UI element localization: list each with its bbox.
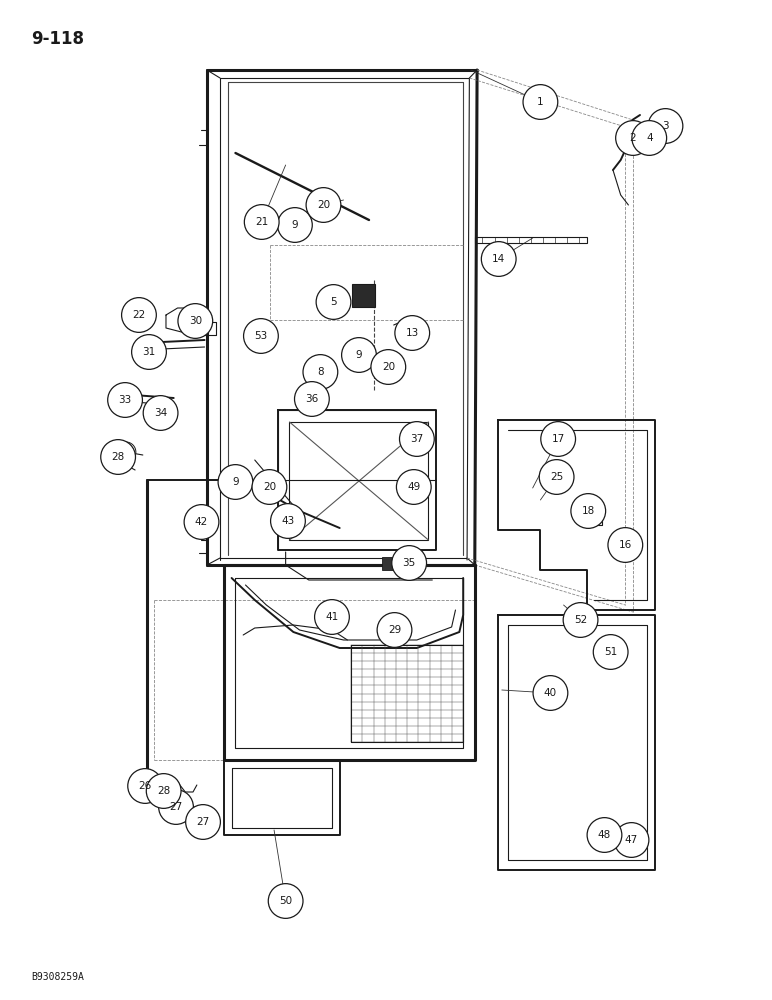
Circle shape — [648, 109, 682, 143]
Circle shape — [563, 603, 598, 637]
Text: 43: 43 — [281, 516, 295, 526]
Text: 21: 21 — [255, 217, 269, 227]
Text: 42: 42 — [195, 517, 208, 527]
Circle shape — [314, 600, 349, 634]
Circle shape — [593, 635, 628, 669]
Text: 29: 29 — [388, 625, 401, 635]
Circle shape — [252, 470, 286, 504]
Circle shape — [303, 355, 337, 389]
Text: 9: 9 — [232, 477, 239, 487]
Circle shape — [614, 823, 648, 857]
Text: 22: 22 — [132, 310, 146, 320]
Circle shape — [587, 818, 622, 852]
Text: 20: 20 — [317, 200, 330, 210]
Circle shape — [371, 350, 406, 384]
Text: 28: 28 — [157, 786, 171, 796]
Circle shape — [244, 319, 278, 353]
Circle shape — [295, 382, 329, 416]
Bar — [382, 557, 417, 570]
Text: 5: 5 — [330, 297, 337, 307]
Circle shape — [218, 465, 253, 499]
Circle shape — [523, 85, 557, 119]
Text: 33: 33 — [118, 395, 132, 405]
Text: 27: 27 — [196, 817, 210, 827]
Circle shape — [100, 440, 136, 474]
Circle shape — [400, 422, 434, 456]
Circle shape — [533, 676, 567, 710]
Text: 20: 20 — [381, 362, 395, 372]
Text: 49: 49 — [407, 482, 421, 492]
Circle shape — [178, 304, 212, 338]
Circle shape — [608, 528, 643, 562]
Circle shape — [540, 422, 575, 456]
Text: 17: 17 — [551, 434, 565, 444]
Circle shape — [631, 121, 666, 155]
Text: 9: 9 — [356, 350, 362, 360]
Text: 31: 31 — [142, 347, 156, 357]
Circle shape — [317, 285, 350, 319]
Text: 34: 34 — [154, 408, 168, 418]
Text: 52: 52 — [574, 615, 587, 625]
Circle shape — [397, 470, 431, 504]
Text: 20: 20 — [262, 482, 276, 492]
Text: 8: 8 — [317, 367, 323, 377]
Text: 9-118: 9-118 — [31, 30, 84, 48]
Circle shape — [571, 494, 605, 528]
Bar — [352, 284, 375, 307]
Circle shape — [127, 769, 162, 803]
Circle shape — [107, 383, 142, 417]
Circle shape — [391, 546, 426, 580]
Circle shape — [159, 790, 193, 824]
Circle shape — [121, 298, 156, 332]
Text: 28: 28 — [111, 452, 125, 462]
Text: 30: 30 — [188, 316, 202, 326]
Text: 40: 40 — [543, 688, 557, 698]
Text: 50: 50 — [279, 896, 293, 906]
Text: 47: 47 — [625, 835, 638, 845]
Text: 16: 16 — [618, 540, 632, 550]
Text: 14: 14 — [492, 254, 506, 264]
Text: 41: 41 — [325, 612, 339, 622]
Circle shape — [268, 884, 303, 918]
Circle shape — [615, 121, 650, 155]
Circle shape — [185, 805, 221, 839]
Text: 53: 53 — [254, 331, 268, 341]
Text: 9: 9 — [292, 220, 298, 230]
Circle shape — [184, 505, 219, 539]
Text: 27: 27 — [169, 802, 183, 812]
Text: 26: 26 — [138, 781, 152, 791]
Text: 36: 36 — [305, 394, 319, 404]
Circle shape — [306, 188, 340, 222]
Text: 1: 1 — [537, 97, 543, 107]
Circle shape — [481, 242, 516, 276]
Circle shape — [270, 504, 305, 538]
Text: 3: 3 — [662, 121, 669, 131]
Circle shape — [394, 316, 429, 350]
Text: 18: 18 — [581, 506, 595, 516]
Circle shape — [539, 460, 574, 494]
Text: 25: 25 — [550, 472, 564, 482]
Text: 35: 35 — [402, 558, 416, 568]
Circle shape — [377, 613, 412, 647]
Text: 48: 48 — [598, 830, 611, 840]
Circle shape — [244, 205, 279, 239]
Circle shape — [146, 774, 181, 808]
Bar — [475, 237, 587, 243]
Text: 4: 4 — [646, 133, 652, 143]
Circle shape — [131, 335, 167, 369]
Text: 13: 13 — [405, 328, 419, 338]
Text: B9308259A: B9308259A — [31, 972, 83, 982]
Circle shape — [277, 208, 312, 242]
Circle shape — [143, 396, 178, 430]
Text: 37: 37 — [410, 434, 424, 444]
Text: 2: 2 — [630, 133, 636, 143]
Text: 51: 51 — [604, 647, 618, 657]
Circle shape — [341, 338, 377, 372]
